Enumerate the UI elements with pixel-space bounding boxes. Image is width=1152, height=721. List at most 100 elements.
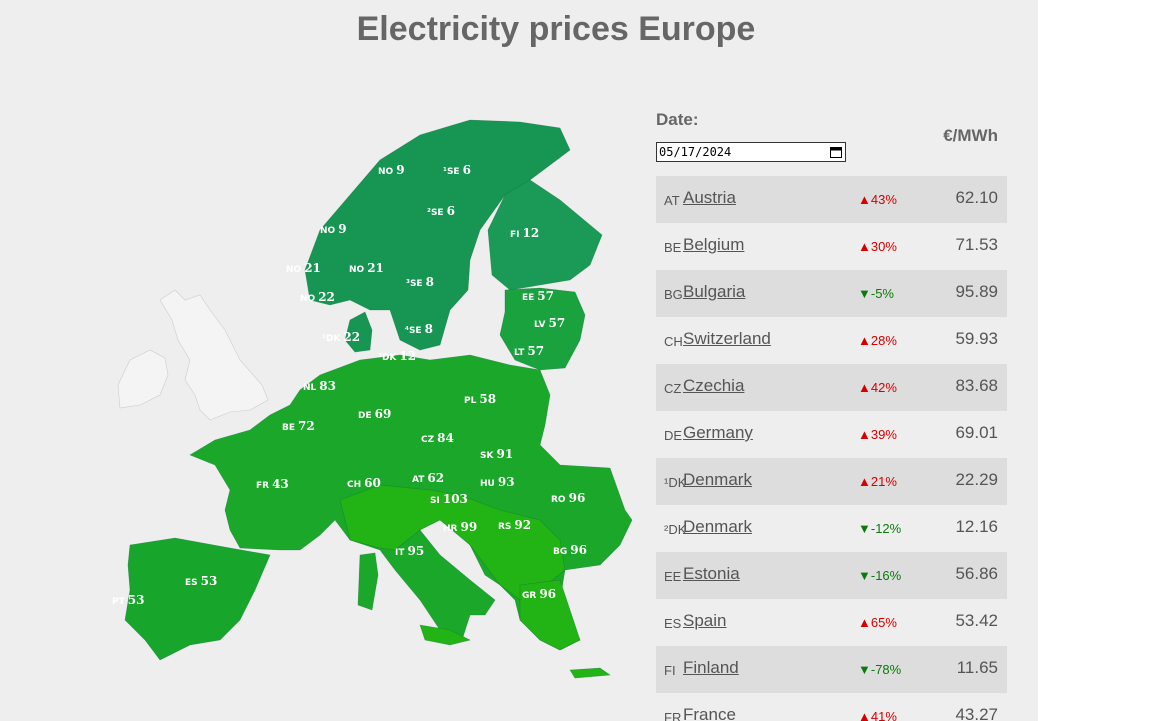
map-code: NO	[349, 265, 365, 275]
price-change: ▼-12%	[858, 521, 902, 536]
map-code: HR	[443, 524, 458, 534]
map-value: 60	[364, 476, 381, 490]
price-change: ▲41%	[858, 709, 897, 721]
map-value: 93	[498, 475, 515, 489]
price-change: ▲65%	[858, 615, 897, 630]
map-code: BG	[553, 547, 567, 557]
country-link[interactable]: Switzerland	[683, 329, 771, 348]
price: 83.68	[955, 376, 998, 395]
price-change: ▼-78%	[858, 662, 902, 677]
map-value: 96	[539, 587, 556, 601]
country-link[interactable]: Belgium	[683, 235, 745, 254]
table-row: CH Switzerland ▲28% 59.93	[656, 317, 1007, 364]
country-link[interactable]: Denmark	[683, 517, 752, 536]
map-label: LT 57	[514, 344, 544, 358]
map-label: NO 9	[320, 222, 347, 236]
map-label: ²DK 12	[378, 349, 416, 363]
map-code: SI	[430, 496, 440, 506]
map-label: AT 62	[412, 471, 444, 485]
price-change: ▼-5%	[858, 286, 894, 301]
main-panel: Electricity prices Europe NO 9 ¹SE 6 ²SE 6 FI 1…	[0, 0, 1038, 721]
country-code: CH	[664, 334, 683, 349]
map-value: 62	[427, 471, 444, 485]
map-code: GR	[522, 591, 536, 601]
country-link[interactable]: Spain	[683, 611, 727, 630]
map-label: HU 93	[480, 475, 515, 489]
country-code: EE	[664, 569, 682, 584]
map-code: ES	[185, 578, 198, 588]
map-value: 8	[426, 275, 434, 289]
country-link[interactable]: Denmark	[683, 470, 752, 489]
map-label: ³SE 8	[406, 275, 434, 289]
map-code: ¹SE	[443, 167, 460, 177]
map-label: ⁴SE 8	[405, 322, 433, 336]
country-link[interactable]: Bulgaria	[683, 282, 746, 301]
map-value: 22	[318, 290, 335, 304]
map-value: 22	[343, 330, 360, 344]
table-row: DE Germany ▲39% 69.01	[656, 411, 1007, 458]
map-code: ²DK	[378, 353, 397, 363]
map-label: NO 22	[300, 290, 335, 304]
country-code: ²DK	[664, 522, 687, 537]
country-link[interactable]: Finland	[683, 658, 739, 677]
map-code: AT	[412, 475, 425, 485]
price-change: ▲21%	[858, 474, 897, 489]
map-value: 6	[463, 163, 471, 177]
price-change: ▲39%	[858, 427, 897, 442]
price-change: ▼-16%	[858, 568, 902, 583]
price-change: ▲28%	[858, 333, 897, 348]
map-label: SK 91	[480, 447, 513, 461]
price: 62.10	[955, 188, 998, 207]
map-code: NO	[378, 167, 394, 177]
page-title: Electricity prices Europe	[356, 10, 756, 48]
map-value: 57	[548, 316, 565, 330]
map-value: 57	[537, 289, 554, 303]
country-code: FR	[664, 710, 682, 721]
map-value: 69	[375, 407, 392, 421]
table-row: EE Estonia ▼-16% 56.86	[656, 552, 1007, 599]
country-code: DE	[664, 428, 683, 443]
country-code: CZ	[664, 381, 682, 396]
map-label: ¹SE 6	[443, 163, 471, 177]
map-code: CH	[347, 480, 361, 490]
country-link[interactable]: Austria	[683, 188, 736, 207]
table-row: CZ Czechia ▲42% 83.68	[656, 364, 1007, 411]
map-value: 53	[128, 593, 145, 607]
map-code: FR	[256, 481, 269, 491]
table-row: AT Austria ▲43% 62.10	[656, 176, 1007, 223]
map-code: NO	[286, 265, 302, 275]
country-link[interactable]: Germany	[683, 423, 753, 442]
price: 22.29	[955, 470, 998, 489]
country-link[interactable]: Czechia	[683, 376, 745, 395]
map-code: LT	[514, 348, 525, 358]
country-link[interactable]: Estonia	[683, 564, 740, 583]
map-code: ¹DK	[322, 334, 341, 344]
country-link[interactable]: France	[683, 705, 736, 721]
map-value: 95	[408, 544, 425, 558]
map-label: PT 53	[112, 593, 144, 607]
price-change: ▲30%	[858, 239, 897, 254]
map-code: ³SE	[406, 279, 423, 289]
map-label: IT 95	[395, 544, 424, 558]
map-value: 96	[570, 543, 587, 557]
price-table: AT Austria ▲43% 62.10 BE Belgium ▲30% 71.53 BG Bu…	[656, 176, 1007, 721]
map-value: 21	[367, 261, 384, 275]
price: 56.86	[955, 564, 998, 583]
map-value: 92	[514, 518, 531, 532]
price: 11.65	[956, 658, 998, 677]
country-code: ES	[664, 616, 682, 631]
price: 95.89	[955, 282, 998, 301]
price: 69.01	[955, 423, 998, 442]
table-row: BE Belgium ▲30% 71.53	[656, 223, 1007, 270]
price: 53.42	[955, 611, 998, 630]
map-code: RS	[498, 522, 511, 532]
map-value: 43	[272, 477, 289, 491]
price-change: ▲43%	[858, 192, 897, 207]
map-code: EE	[522, 293, 534, 303]
map-label: ¹DK 22	[322, 330, 360, 344]
map-value: 9	[396, 163, 404, 177]
table-row: FI Finland ▼-78% 11.65	[656, 646, 1007, 693]
date-input[interactable]: 05/17/2024	[656, 142, 846, 162]
map-code: SK	[480, 451, 494, 461]
